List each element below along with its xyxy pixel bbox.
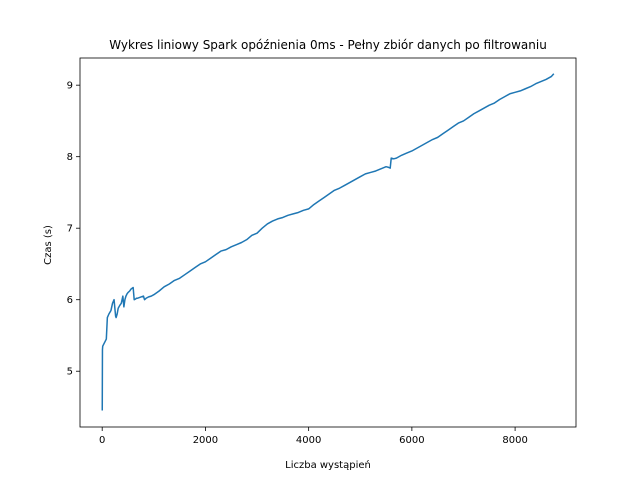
y-tick-label: 6 (67, 295, 73, 306)
x-tick-label: 4000 (296, 435, 321, 446)
y-axis-label: Czas (s) (43, 225, 54, 265)
x-tick-label: 0 (99, 435, 105, 446)
plot-frame (79, 57, 577, 428)
x-axis-label: Liczba wystąpień (285, 459, 371, 471)
x-tick-label: 6000 (399, 435, 424, 446)
y-tick-label: 5 (67, 367, 73, 378)
x-tick-label: 2000 (193, 435, 218, 446)
x-axis-ticks: 0 2000 4000 6000 8000 (99, 427, 528, 446)
y-tick-label: 8 (67, 152, 73, 163)
y-tick-label: 9 (67, 81, 73, 92)
x-tick-label: 8000 (502, 435, 527, 446)
chart-title: Wykres liniowy Spark opóźnienia 0ms - Pe… (109, 38, 547, 52)
series-line-0 (101, 73, 555, 411)
y-tick-label: 7 (67, 224, 73, 235)
plot-area (101, 73, 555, 411)
y-axis-ticks: 5 6 7 8 9 (67, 81, 80, 378)
